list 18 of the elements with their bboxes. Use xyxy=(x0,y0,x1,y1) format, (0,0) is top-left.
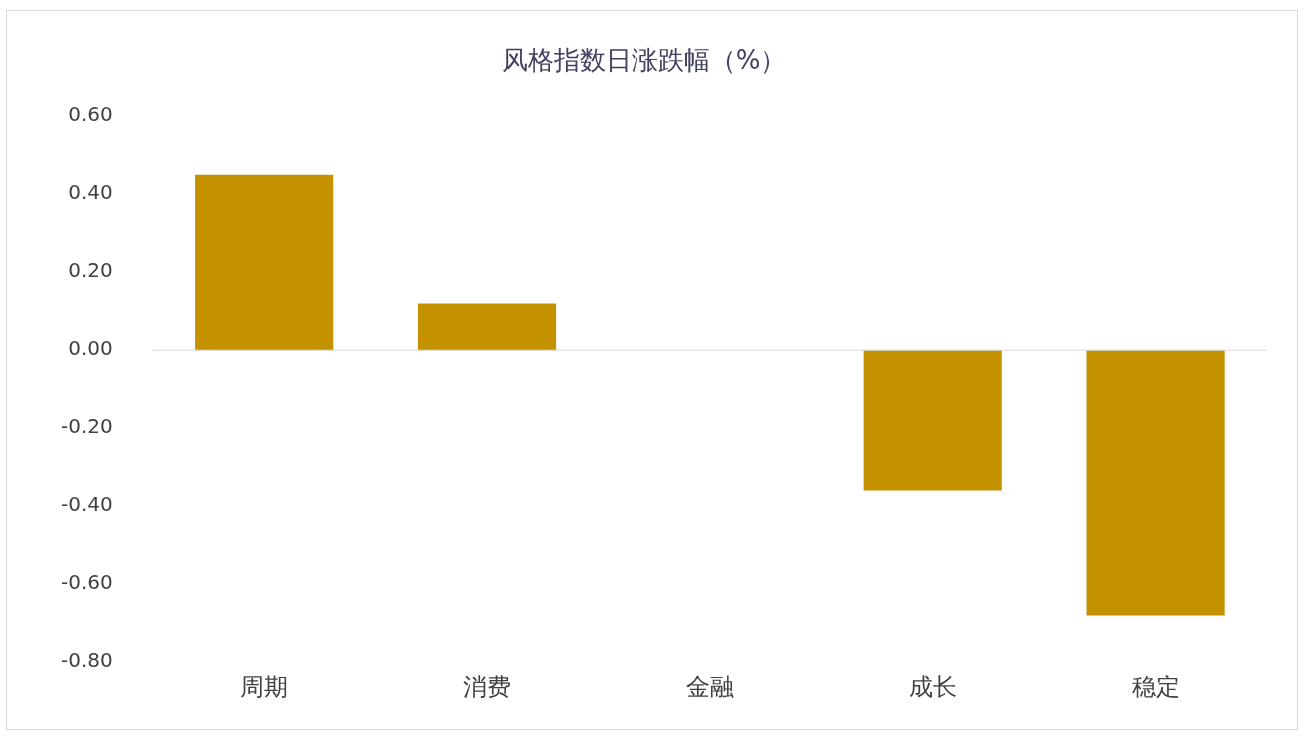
x-tick-label: 周期 xyxy=(240,672,289,701)
x-tick-label: 金融 xyxy=(685,672,734,701)
bar xyxy=(863,350,1002,491)
chart-title: 风格指数日涨跌幅（%） xyxy=(501,45,787,76)
y-tick-label: -0.40 xyxy=(61,492,113,517)
x-tick-label: 稳定 xyxy=(1131,672,1180,701)
x-tick-label: 消费 xyxy=(463,672,512,701)
y-tick-label: 0.60 xyxy=(68,102,113,127)
x-tick-label: 成长 xyxy=(908,672,957,701)
bar xyxy=(195,174,334,351)
y-tick-label: -0.80 xyxy=(61,648,113,673)
y-tick-label: -0.20 xyxy=(61,414,113,439)
y-tick-label: 0.40 xyxy=(68,180,113,205)
y-tick-label: 0.20 xyxy=(68,258,113,283)
bar xyxy=(417,303,557,351)
y-tick-label: 0.00 xyxy=(68,336,113,361)
bar xyxy=(1086,350,1225,616)
y-tick-label: -0.60 xyxy=(61,570,113,595)
